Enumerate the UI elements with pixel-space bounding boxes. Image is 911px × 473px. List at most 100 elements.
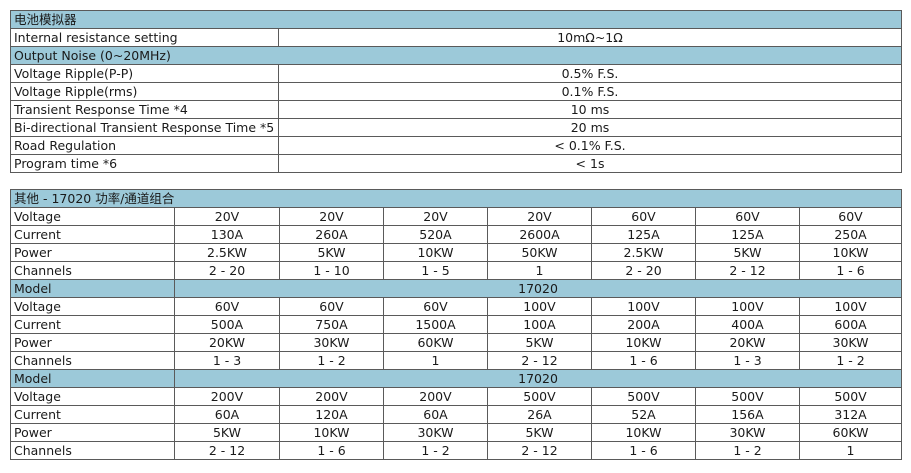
row-label: Bi-directional Transient Response Time *… bbox=[10, 118, 279, 137]
voltage-cell: 60V bbox=[174, 297, 280, 316]
power-cell: 10KW bbox=[383, 243, 488, 262]
power-cell: 60KW bbox=[798, 423, 903, 442]
table-row: Internal resistance setting 10mΩ~1Ω bbox=[10, 28, 903, 47]
power-cell: 10KW bbox=[591, 333, 696, 352]
current-cell: 500A bbox=[174, 315, 280, 334]
current-cell: 120A bbox=[279, 405, 384, 424]
battery-table-title: 电池模拟器 bbox=[9, 10, 903, 29]
table-row: Program time *6 < 1s bbox=[10, 154, 903, 173]
power-label: Power bbox=[10, 243, 175, 262]
power-cell: 20KW bbox=[695, 333, 800, 352]
row-value: 10mΩ~1Ω bbox=[277, 28, 903, 47]
table-header-row: 电池模拟器 bbox=[9, 10, 903, 29]
table-row: Road Regulation < 0.1% F.S. bbox=[10, 136, 903, 155]
voltage-cell: 100V bbox=[695, 297, 800, 316]
table-row: Voltage 60V 60V 60V 100V 100V 100V 100V bbox=[10, 297, 903, 316]
current-cell: 125A bbox=[591, 225, 696, 244]
power-cell: 5KW bbox=[174, 423, 280, 442]
model-value: 17020 bbox=[173, 369, 903, 388]
voltage-cell: 60V bbox=[591, 207, 696, 226]
channels-cell: 1 - 2 bbox=[383, 441, 488, 460]
table-row: Current 500A 750A 1500A 100A 200A 400A 600A bbox=[10, 315, 903, 334]
voltage-cell: 500V bbox=[695, 387, 800, 406]
channels-cell: 1 - 6 bbox=[798, 261, 903, 280]
power-label: Power bbox=[10, 423, 175, 442]
current-cell: 260A bbox=[279, 225, 384, 244]
current-cell: 600A bbox=[798, 315, 903, 334]
current-cell: 520A bbox=[383, 225, 488, 244]
model-row: Model 17020 bbox=[10, 369, 903, 388]
table-row: Power 5KW 10KW 30KW 5KW 10KW 30KW 60KW bbox=[10, 423, 903, 442]
voltage-cell: 60V bbox=[279, 297, 384, 316]
power-cell: 5KW bbox=[695, 243, 800, 262]
row-label: Transient Response Time *4 bbox=[10, 100, 279, 119]
model-value: 17020 bbox=[173, 279, 903, 298]
table-row: Power 20KW 30KW 60KW 5KW 10KW 20KW 30KW bbox=[10, 333, 903, 352]
table-subheader-row: Output Noise (0~20MHz) bbox=[9, 46, 903, 65]
row-label: Internal resistance setting bbox=[10, 28, 279, 47]
table-row: Current 60A 120A 60A 26A 52A 156A 312A bbox=[10, 405, 903, 424]
channels-cell: 1 bbox=[383, 351, 488, 370]
voltage-cell: 60V bbox=[695, 207, 800, 226]
voltage-cell: 20V bbox=[174, 207, 280, 226]
channels-cell: 2 - 12 bbox=[695, 261, 800, 280]
voltage-cell: 60V bbox=[798, 207, 903, 226]
channels-cell: 2 - 12 bbox=[487, 351, 592, 370]
power-cell: 30KW bbox=[279, 333, 384, 352]
channels-cell: 1 - 10 bbox=[279, 261, 384, 280]
model-label: Model bbox=[10, 279, 175, 298]
current-cell: 60A bbox=[383, 405, 488, 424]
channels-cell: 1 - 2 bbox=[695, 441, 800, 460]
channels-cell: 2 - 20 bbox=[591, 261, 696, 280]
voltage-label: Voltage bbox=[10, 387, 175, 406]
row-label: Voltage Ripple(rms) bbox=[10, 82, 279, 101]
voltage-cell: 500V bbox=[798, 387, 903, 406]
power-cell: 20KW bbox=[174, 333, 280, 352]
current-cell: 130A bbox=[174, 225, 280, 244]
table-row: Transient Response Time *4 10 ms bbox=[10, 100, 903, 119]
power-label: Power bbox=[10, 333, 175, 352]
channels-label: Channels bbox=[10, 261, 175, 280]
current-cell: 312A bbox=[798, 405, 903, 424]
power-cell: 10KW bbox=[591, 423, 696, 442]
row-label: Program time *6 bbox=[10, 154, 279, 173]
voltage-cell: 200V bbox=[279, 387, 384, 406]
voltage-cell: 20V bbox=[487, 207, 592, 226]
current-label: Current bbox=[10, 315, 175, 334]
table-row: Voltage Ripple(rms) 0.1% F.S. bbox=[10, 82, 903, 101]
channels-cell: 1 - 5 bbox=[383, 261, 488, 280]
model-row: Model 17020 bbox=[10, 279, 903, 298]
current-cell: 200A bbox=[591, 315, 696, 334]
current-cell: 750A bbox=[279, 315, 384, 334]
current-cell: 250A bbox=[798, 225, 903, 244]
voltage-cell: 100V bbox=[798, 297, 903, 316]
channels-cell: 2 - 12 bbox=[174, 441, 280, 460]
current-cell: 156A bbox=[695, 405, 800, 424]
channels-cell: 1 - 2 bbox=[798, 351, 903, 370]
row-value: 0.1% F.S. bbox=[277, 82, 903, 101]
channels-cell: 1 bbox=[798, 441, 903, 460]
power-cell: 10KW bbox=[798, 243, 903, 262]
voltage-label: Voltage bbox=[10, 207, 175, 226]
row-value: 0.5% F.S. bbox=[277, 64, 903, 83]
table-row: Voltage Ripple(P-P) 0.5% F.S. bbox=[10, 64, 903, 83]
channels-cell: 1 - 2 bbox=[279, 351, 384, 370]
power-cell: 30KW bbox=[695, 423, 800, 442]
row-value: < 0.1% F.S. bbox=[277, 136, 903, 155]
row-value: < 1s bbox=[277, 154, 903, 173]
row-label: Road Regulation bbox=[10, 136, 279, 155]
voltage-cell: 500V bbox=[487, 387, 592, 406]
power-cell: 30KW bbox=[383, 423, 488, 442]
channels-label: Channels bbox=[10, 441, 175, 460]
row-value: 10 ms bbox=[277, 100, 903, 119]
current-cell: 100A bbox=[487, 315, 592, 334]
row-value: 20 ms bbox=[277, 118, 903, 137]
output-noise-subheader: Output Noise (0~20MHz) bbox=[9, 46, 903, 65]
power-cell: 50KW bbox=[487, 243, 592, 262]
voltage-cell: 200V bbox=[383, 387, 488, 406]
current-cell: 26A bbox=[487, 405, 592, 424]
table-row: Voltage 200V 200V 200V 500V 500V 500V 500V bbox=[10, 387, 903, 406]
channels-cell: 2 - 20 bbox=[174, 261, 280, 280]
